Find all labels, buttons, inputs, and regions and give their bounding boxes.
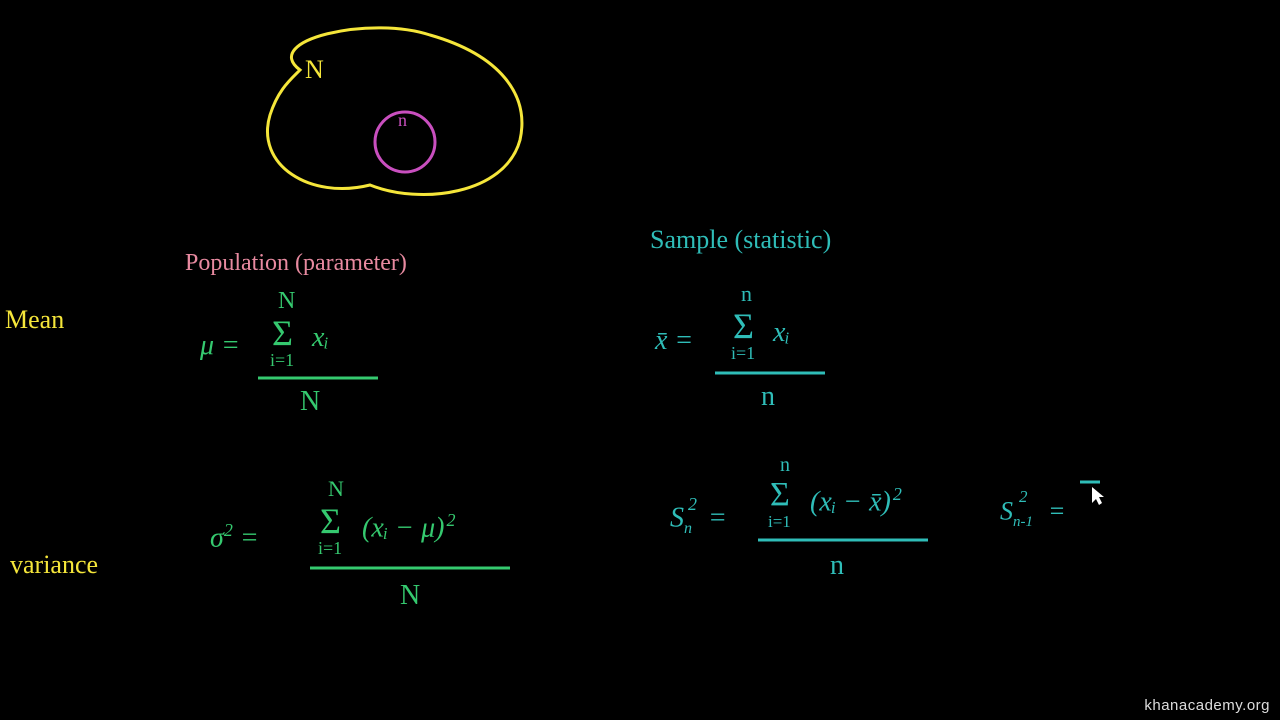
samp-var-n-sum-bottom: i=1 [768, 512, 791, 532]
pop-var-term: (xᵢ − μ)2 [362, 510, 455, 544]
samp-mean-sum-top: n [741, 281, 752, 307]
sample-blob [0, 0, 1280, 720]
samp-mean-term: xᵢ [773, 317, 790, 349]
sigma-icon: Σ [320, 500, 341, 542]
sample-n-label: n [398, 110, 407, 131]
row-label-variance: variance [10, 550, 98, 580]
samp-var-nm1-lhs: Sn-12 = [1000, 495, 1066, 531]
sigma-icon: Σ [733, 305, 754, 347]
pop-var-sum-bottom: i=1 [318, 538, 342, 559]
samp-var-n-term: (xᵢ − x̄)2 [810, 484, 902, 518]
sigma-icon: Σ [770, 476, 790, 514]
population-header: Population (parameter) [185, 250, 407, 277]
samp-var-n-divisor: n [830, 550, 844, 582]
samp-mean-divisor: n [761, 381, 775, 413]
watermark: khanacademy.org [1144, 697, 1270, 714]
pop-mean-divisor: N [300, 386, 320, 418]
pop-mean-lhs: μ = [200, 330, 240, 362]
samp-var-n-lhs: Sn2 = [670, 500, 727, 538]
sample-header: Sample (statistic) [650, 225, 831, 255]
row-label-mean: Mean [5, 305, 64, 335]
blackboard: N n Population (parameter) Sample (stati… [0, 0, 1280, 720]
pop-mean-sum-top: N [278, 288, 295, 315]
pop-var-lhs: σ2 = [210, 520, 259, 554]
pop-var-sum-top: N [328, 476, 344, 502]
pop-mean-term: xᵢ [312, 322, 329, 354]
samp-mean-lhs: x̄ = [655, 325, 693, 357]
samp-var-n-sum-top: n [780, 454, 790, 477]
sigma-icon: Σ [272, 312, 293, 354]
pop-mean-sum-bottom: i=1 [270, 350, 294, 371]
cursor-icon [1090, 485, 1104, 505]
samp-mean-sum-bottom: i=1 [731, 343, 755, 364]
pop-var-divisor: N [400, 580, 420, 612]
